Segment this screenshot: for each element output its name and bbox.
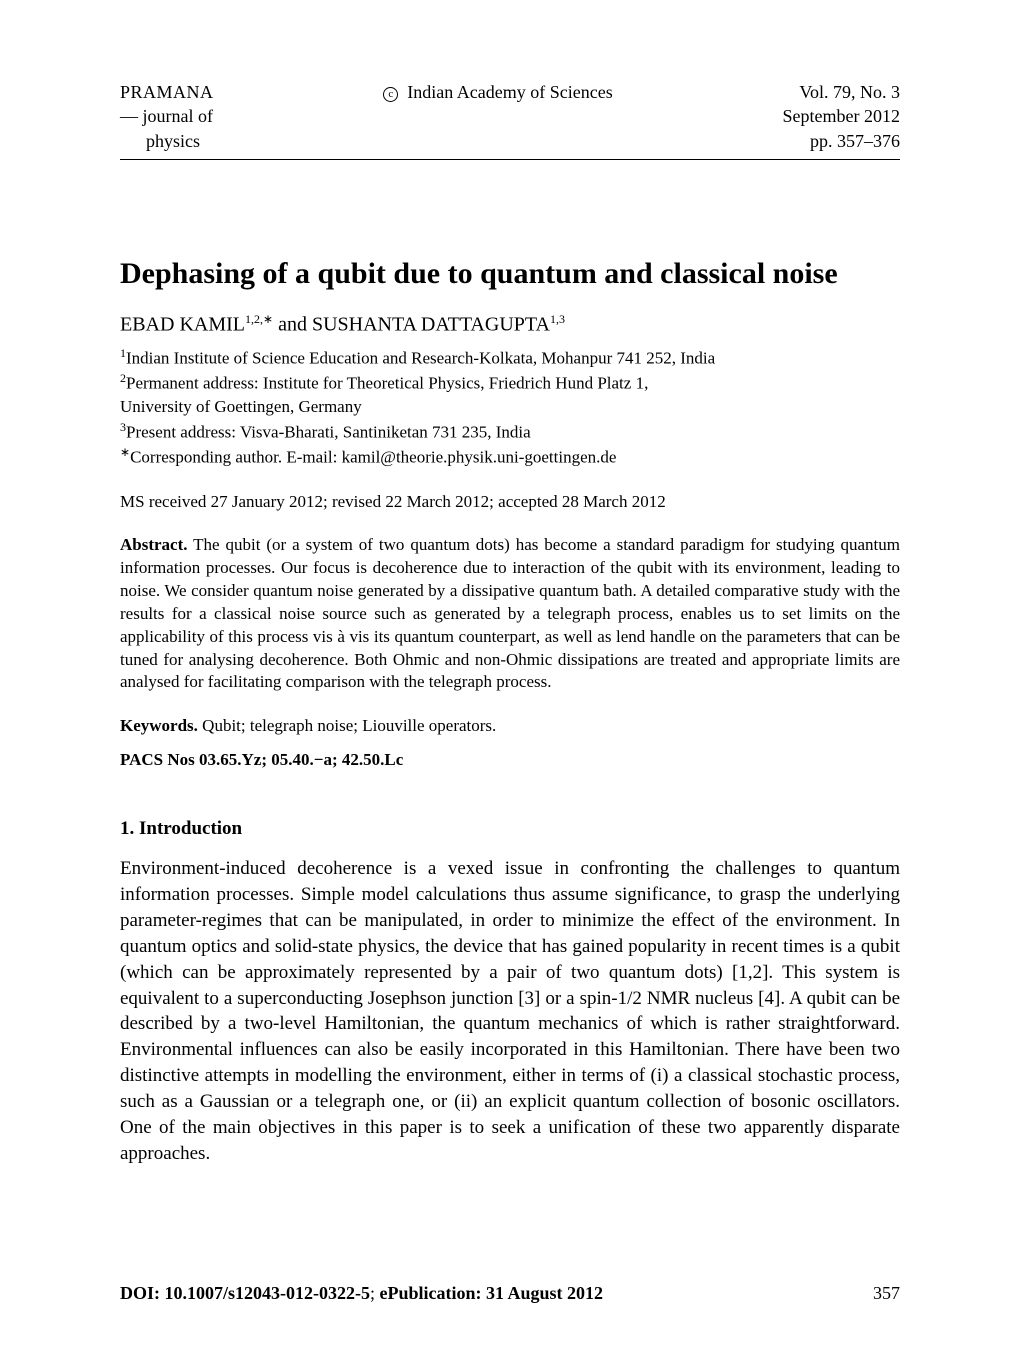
abstract-block: Abstract. The qubit (or a system of two …: [120, 534, 900, 695]
affil-line-3: 3Present address: Visva-Bharati, Santini…: [120, 419, 900, 445]
journal-physics: physics: [120, 129, 214, 153]
affil-text-1: Indian Institute of Science Education an…: [126, 348, 715, 367]
keywords-label: Keywords.: [120, 716, 198, 735]
affil-text-2a: Permanent address: Institute for Theoret…: [126, 374, 648, 393]
journal-header-right: Vol. 79, No. 3 September 2012 pp. 357–37…: [783, 80, 900, 153]
author-line: EBAD KAMIL1,2,∗ and SUSHANTA DATTAGUPTA1…: [120, 312, 900, 337]
copyright-publisher: Indian Academy of Sciences: [407, 82, 612, 102]
page-range: pp. 357–376: [783, 129, 900, 153]
journal-header-left: PRAMANA — journal of physics: [120, 80, 214, 153]
affil-line-2a: 2Permanent address: Institute for Theore…: [120, 370, 900, 396]
author-2-affil-sup: 1,3: [550, 312, 565, 326]
article-title: Dephasing of a qubit due to quantum and …: [120, 256, 900, 292]
abstract-text: The qubit (or a system of two quantum do…: [120, 535, 900, 692]
author-1-affil-sup: 1,2,∗: [245, 312, 273, 326]
journal-subtitle: — journal of: [120, 104, 214, 128]
author-2-name: SUSHANTA DATTAGUPTA: [312, 314, 550, 336]
ms-received: MS received 27 January 2012; revised 22 …: [120, 492, 900, 512]
epub-text: ePublication: 31 August 2012: [380, 1283, 604, 1303]
pacs-line: PACS Nos 03.65.Yz; 05.40.−a; 42.50.Lc: [120, 750, 900, 770]
affil-line-2b: University of Goettingen, Germany: [120, 396, 900, 419]
page-number: 357: [873, 1283, 900, 1304]
copyright-block: c Indian Academy of Sciences: [214, 80, 783, 153]
header-rule: [120, 159, 900, 160]
abstract-label: Abstract.: [120, 535, 188, 554]
journal-header: PRAMANA — journal of physics c Indian Ac…: [120, 80, 900, 153]
doi-sep: ;: [370, 1283, 380, 1303]
issue-date: September 2012: [783, 104, 900, 128]
corresponding-line: ∗Corresponding author. E-mail: kamil@the…: [120, 444, 900, 470]
keywords-text: Qubit; telegraph noise; Liouville operat…: [198, 716, 496, 735]
copyright-icon: c: [383, 87, 398, 102]
author-and: and: [273, 314, 312, 336]
volume-number: Vol. 79, No. 3: [783, 80, 900, 104]
doi-block: DOI: 10.1007/s12043-012-0322-5; ePublica…: [120, 1283, 603, 1304]
affil-text-3: Present address: Visva-Bharati, Santinik…: [126, 422, 531, 441]
affil-line-1: 1Indian Institute of Science Education a…: [120, 345, 900, 371]
corresponding-star: ∗: [120, 445, 130, 459]
section-1-paragraph-1: Environment-induced decoherence is a vex…: [120, 856, 900, 1166]
page-root: PRAMANA — journal of physics c Indian Ac…: [0, 0, 1020, 1360]
doi-text: DOI: 10.1007/s12043-012-0322-5: [120, 1283, 370, 1303]
page-footer: DOI: 10.1007/s12043-012-0322-5; ePublica…: [120, 1283, 900, 1304]
corresponding-text: Corresponding author. E-mail: kamil@theo…: [130, 448, 616, 467]
keywords-block: Keywords. Qubit; telegraph noise; Liouvi…: [120, 716, 900, 736]
section-1-heading: 1. Introduction: [120, 818, 900, 840]
author-1-name: EBAD KAMIL: [120, 314, 245, 336]
journal-name: PRAMANA: [120, 80, 214, 104]
affiliations: 1Indian Institute of Science Education a…: [120, 345, 900, 470]
